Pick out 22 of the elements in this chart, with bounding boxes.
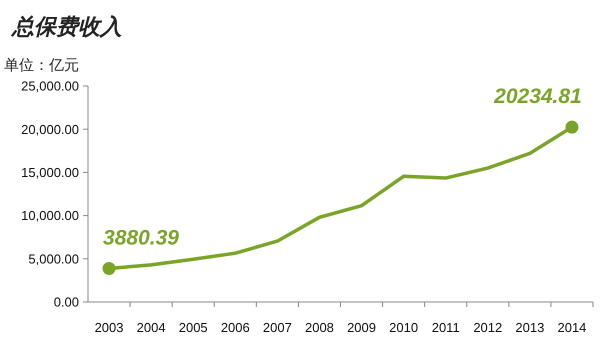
x-tick-label: 2007 xyxy=(262,320,292,335)
y-axis-title: 单位：亿元 xyxy=(4,56,79,74)
x-tick-label: 2011 xyxy=(432,320,460,335)
x-tick-label: 2010 xyxy=(389,320,418,335)
y-tick-label: 20,000.00 xyxy=(21,122,79,137)
x-tick-label: 2008 xyxy=(304,320,334,335)
chart-title: 总保费收入 xyxy=(10,15,122,40)
x-tick-label: 2006 xyxy=(220,320,250,335)
data-label: 3880.39 xyxy=(103,226,180,250)
y-tick-label: 15,000.00 xyxy=(21,164,79,180)
x-tick-label: 2014 xyxy=(557,320,586,335)
x-tick-label: 2009 xyxy=(347,320,376,335)
y-tick-label: 5,000.00 xyxy=(28,251,79,266)
y-tick-label: 10,000.00 xyxy=(21,208,79,224)
data-label: 20234.81 xyxy=(493,85,582,108)
x-tick-label: 2012 xyxy=(473,320,502,335)
x-tick-label: 2013 xyxy=(515,320,544,335)
y-tick-label: 25,000.00 xyxy=(21,78,79,94)
y-tick-label: 0.00 xyxy=(54,294,79,310)
x-tick-label: 2005 xyxy=(178,320,208,335)
x-tick-label: 2004 xyxy=(136,320,166,335)
x-tick-label: 2003 xyxy=(94,320,124,335)
